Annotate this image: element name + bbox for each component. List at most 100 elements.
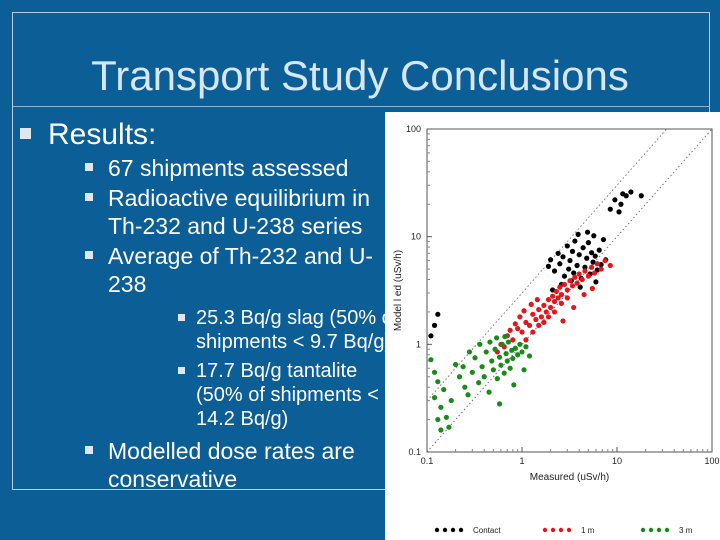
bullet-square-icon [178, 314, 185, 321]
bullet-list: Results: 67 shipments assessed Radioacti… [20, 118, 400, 499]
data-point-1-m [561, 281, 568, 288]
data-point-contact [618, 201, 624, 207]
results-sub-list: 67 shipments assessed Radioactive equili… [48, 154, 400, 493]
data-point-contact [551, 268, 558, 274]
data-point-contact [592, 253, 598, 259]
bullet-tantalite: 17.7 Bq/g tantalite (50% of shipments < … [108, 359, 400, 431]
legend-marker-contact [450, 527, 456, 533]
data-point-1-m [523, 319, 529, 325]
bullet-slag: 25.3 Bq/g slag (50% of shipments < 9.7 B… [108, 306, 400, 354]
bullet-square-icon [85, 163, 93, 171]
data-point-3-m [428, 357, 434, 363]
data-point-1-m [541, 302, 547, 308]
bullet-shipments: 67 shipments assessed [48, 154, 400, 182]
data-point-1-m [550, 293, 556, 299]
data-point-contact [547, 257, 554, 263]
bullet-text: Radioactive equilibrium in Th-232 and U-… [108, 185, 371, 239]
data-point-3-m [496, 401, 503, 407]
bullet-results-text: Results: [48, 118, 157, 151]
bullet-equilibrium: Radioactive equilibrium in Th-232 and U-… [48, 184, 400, 240]
data-point-1-m [594, 261, 600, 267]
data-point-1-m [591, 270, 598, 276]
data-point-1-m [536, 322, 542, 328]
bullet-text: Average of Th-232 and U-238 [108, 243, 374, 297]
data-point-1-m [607, 262, 613, 269]
data-point-3-m [431, 395, 438, 401]
data-point-3-m [462, 384, 468, 390]
slide-title: Transport Study Conclusions [91, 52, 629, 99]
data-point-contact [593, 279, 599, 285]
data-point-3-m [476, 380, 482, 386]
x-tick-label: 1 [519, 456, 524, 466]
data-point-1-m [598, 266, 604, 272]
data-point-3-m [479, 364, 485, 370]
data-point-1-m [589, 285, 595, 292]
bullet-text: 67 shipments assessed [108, 155, 349, 181]
data-point-contact [574, 262, 580, 269]
data-point-1-m [545, 297, 552, 303]
data-point-3-m [503, 351, 509, 357]
data-point-1-m [515, 326, 521, 332]
data-point-3-m [466, 349, 473, 355]
legend-label-1-m: 1 m [581, 526, 595, 535]
data-point-3-m [469, 369, 475, 375]
data-point-3-m [511, 382, 517, 388]
data-point-1-m [547, 304, 554, 311]
data-point-3-m [472, 355, 478, 361]
data-point-1-m [574, 280, 580, 286]
data-point-3-m [481, 374, 487, 380]
bullet-results: Results: 67 shipments assessed Radioacti… [20, 118, 400, 493]
data-point-1-m [551, 309, 558, 315]
data-point-3-m [435, 379, 441, 385]
bullet-text: 25.3 Bq/g slag (50% of shipments < 9.7 B… [196, 307, 399, 353]
data-point-3-m [460, 364, 466, 370]
data-point-contact [591, 233, 597, 239]
data-point-1-m [523, 337, 529, 343]
data-point-1-m [602, 257, 608, 264]
data-point-3-m [510, 355, 516, 362]
x-axis-label: Measured (uSv/h) [530, 472, 609, 483]
legend-marker-contact [434, 527, 440, 533]
data-point-3-m [492, 346, 498, 352]
data-point-contact [628, 189, 634, 195]
bullet-conservative: Modelled dose rates are conservative [48, 437, 400, 493]
y-axis-label: Model l ed (uSv/h) [393, 250, 404, 331]
bullet-square-icon [85, 193, 93, 201]
data-point-contact [431, 322, 438, 328]
data-point-contact [428, 333, 434, 339]
data-point-1-m [530, 329, 536, 335]
data-point-1-m [533, 316, 539, 323]
bullet-text: Modelled dose rates are conservative [108, 438, 355, 492]
data-point-contact [638, 193, 644, 199]
bullet-square-icon [85, 446, 93, 454]
x-tick-label: 0.1 [421, 456, 434, 466]
data-point-3-m [486, 389, 492, 395]
legend-marker-3-m [656, 527, 662, 533]
data-point-3-m [517, 341, 523, 347]
data-point-contact [564, 243, 570, 249]
data-point-3-m [499, 341, 505, 347]
data-point-contact [571, 270, 577, 276]
data-point-contact [600, 236, 607, 243]
data-point-1-m [564, 295, 570, 301]
data-point-contact [580, 245, 586, 251]
data-point-1-m [558, 300, 565, 306]
data-point-1-m [543, 309, 549, 315]
legend-marker-1-m [550, 527, 556, 533]
data-point-1-m [585, 273, 592, 279]
data-point-3-m [521, 367, 527, 373]
data-point-contact [576, 252, 582, 258]
data-point-contact [590, 259, 596, 265]
data-point-1-m [579, 276, 585, 283]
data-point-contact [569, 248, 576, 254]
data-point-3-m [523, 344, 529, 350]
data-point-3-m [496, 354, 503, 360]
data-point-3-m [515, 352, 521, 358]
data-point-1-m [564, 287, 570, 293]
data-point-contact [612, 197, 618, 203]
bullet-average: Average of Th-232 and U-238 25.3 Bq/g sl… [48, 242, 400, 431]
data-point-3-m [512, 345, 518, 351]
data-point-1-m [555, 295, 561, 301]
data-point-1-m [576, 271, 582, 277]
data-point-contact [577, 284, 583, 290]
